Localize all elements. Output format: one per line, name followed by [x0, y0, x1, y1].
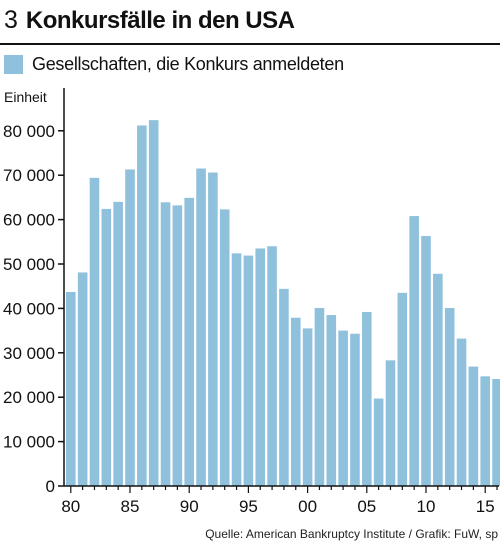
bar-2008	[397, 292, 408, 486]
bar-1984	[113, 201, 123, 486]
bar-2003	[338, 330, 348, 486]
bar-1980	[66, 291, 76, 486]
bars-group	[66, 120, 500, 487]
bar-1988	[160, 202, 171, 486]
bar-2001	[314, 307, 325, 486]
bar-1986	[137, 125, 147, 486]
bar-2009	[409, 216, 419, 487]
bar-2006	[373, 398, 384, 486]
bar-1982	[89, 177, 100, 487]
x-tick-label: 00	[298, 497, 317, 516]
bar-1999	[290, 317, 301, 486]
bar-2014	[468, 366, 479, 486]
title-row: 3 Konkursfälle in den USA	[4, 6, 295, 40]
bar-2012	[444, 307, 455, 486]
bar-2004	[350, 333, 360, 486]
bar-1993	[219, 209, 230, 486]
bar-1994	[231, 253, 242, 486]
y-tick-label: 40 000	[3, 299, 55, 318]
y-tick-label: 50 000	[3, 255, 55, 274]
y-tick-label: 10 000	[3, 433, 55, 452]
title-divider	[0, 43, 500, 45]
y-tick-label: 60 000	[3, 211, 55, 230]
y-axis-label: Einheit	[4, 89, 47, 105]
bar-1998	[279, 288, 289, 486]
source-note: Quelle: American Bankruptcy Institute / …	[205, 527, 498, 541]
bar-1989	[172, 205, 183, 486]
y-tick-label: 0	[46, 477, 55, 496]
x-tick-label: 90	[180, 497, 199, 516]
bar-1987	[148, 120, 159, 486]
x-tick-label: 95	[239, 497, 258, 516]
x-tick-label: 80	[61, 497, 80, 516]
bar-chart: Einheit 0 10 000 20 000 30 000 40 000 50 000 60…	[3, 88, 500, 516]
bar-1992	[208, 172, 218, 486]
x-tick-label: 15	[476, 497, 495, 516]
bar-2016	[492, 379, 500, 486]
bar-1996	[255, 248, 266, 486]
bar-2013	[456, 338, 467, 486]
bar-2002	[326, 315, 337, 486]
bar-1990	[184, 197, 194, 486]
bar-1983	[101, 208, 112, 486]
bar-1981	[77, 272, 88, 486]
x-axis: 80 85 90 95 00 05 10 15	[61, 485, 499, 516]
y-tick-label: 20 000	[3, 388, 55, 407]
y-tick-label: 30 000	[3, 344, 55, 363]
y-tick-label: 80 000	[3, 122, 55, 141]
bar-2007	[385, 360, 396, 486]
bar-2010	[421, 236, 431, 486]
bar-1985	[125, 169, 135, 486]
chart-title: Konkursfälle in den USA	[25, 7, 295, 34]
bar-2000	[302, 328, 313, 486]
bar-1991	[196, 168, 206, 486]
x-tick-label: 05	[357, 497, 376, 516]
legend-label: Gesellschaften, die Konkurs anmeldeten	[32, 54, 344, 74]
legend: Gesellschaften, die Konkurs anmeldeten	[4, 54, 344, 78]
legend-swatch	[4, 55, 23, 74]
bar-2015	[480, 376, 490, 486]
x-tick-label: 85	[121, 497, 140, 516]
x-tick-label: 10	[417, 497, 436, 516]
y-tick-label: 70 000	[3, 166, 55, 185]
bar-1997	[267, 246, 277, 486]
figure-number: 3	[4, 6, 18, 34]
y-axis: Einheit 0 10 000 20 000 30 000 40 000 50 000 60…	[3, 88, 65, 496]
bar-2011	[433, 273, 443, 486]
bar-1995	[243, 255, 254, 486]
bar-2005	[362, 311, 372, 486]
